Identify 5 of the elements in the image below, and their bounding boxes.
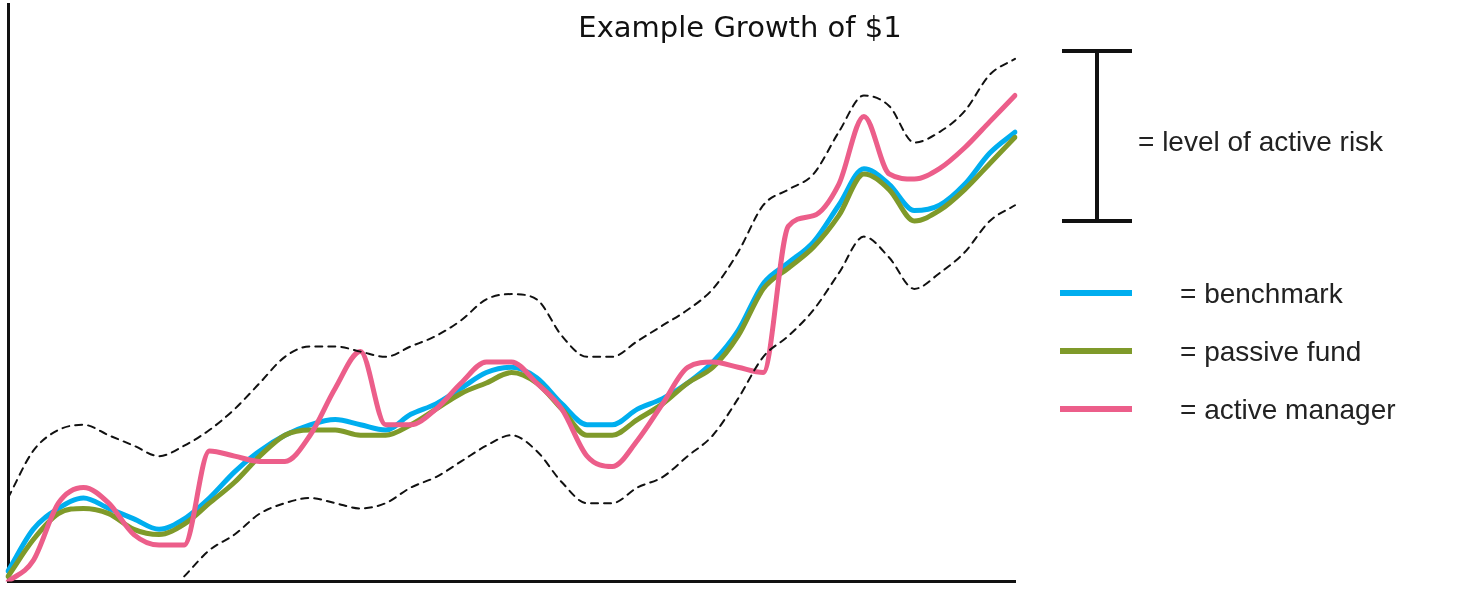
chart-title: Example Growth of $1 [577,10,903,44]
legend-label: = benchmark [1180,278,1343,310]
legend-label: = active manager [1180,394,1396,426]
text: = level of active risk [1138,126,1384,158]
legend-label: = passive fund [1180,336,1362,368]
